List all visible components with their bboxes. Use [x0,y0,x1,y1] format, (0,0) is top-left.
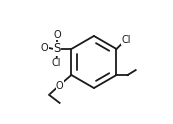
Text: Cl: Cl [52,58,61,68]
Text: O: O [56,81,63,91]
Text: O: O [53,30,61,40]
Text: O: O [41,43,49,53]
Text: Cl: Cl [121,35,131,45]
Text: S: S [53,43,61,55]
